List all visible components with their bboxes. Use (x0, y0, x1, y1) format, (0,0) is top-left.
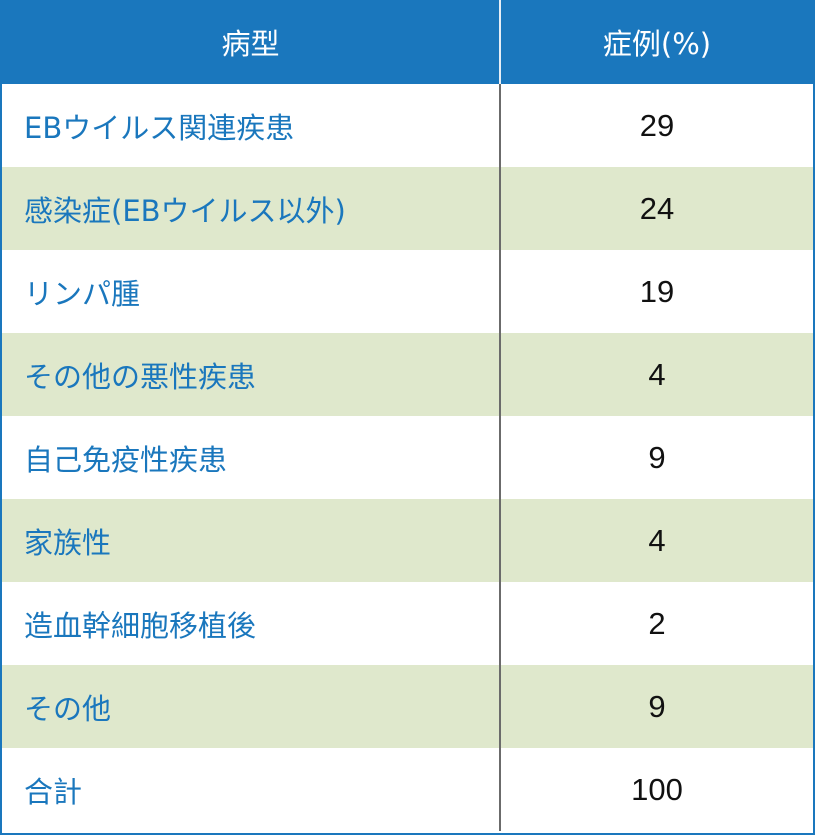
row-type: その他 (2, 665, 501, 748)
table-row-total: 合計 100 (2, 748, 813, 831)
table-row: その他の悪性疾患 4 (2, 333, 813, 416)
table-row: 自己免疫性疾患 9 (2, 416, 813, 499)
row-cases: 100 (631, 771, 683, 807)
row-type: 家族性 (2, 499, 501, 582)
header-type: 病型 (2, 0, 501, 84)
row-cases: 19 (639, 273, 675, 309)
table-row: リンパ腫 19 (2, 250, 813, 333)
row-type: 造血幹細胞移植後 (2, 582, 501, 665)
row-cases: 4 (648, 356, 666, 392)
table-row: 感染症(EBウイルス以外) 24 (2, 167, 813, 250)
row-cases: 9 (648, 439, 666, 475)
row-cases: 9 (648, 688, 666, 724)
row-type: EBウイルス関連疾患 (2, 84, 501, 167)
row-type: その他の悪性疾患 (2, 333, 501, 416)
row-type: 合計 (2, 748, 501, 831)
row-type: 感染症(EBウイルス以外) (2, 167, 501, 250)
row-cases: 4 (648, 522, 666, 558)
row-type: リンパ腫 (2, 250, 501, 333)
row-type: 自己免疫性疾患 (2, 416, 501, 499)
row-cases: 2 (648, 605, 666, 641)
row-cases: 24 (639, 190, 675, 226)
table-row: 家族性 4 (2, 499, 813, 582)
table-row: その他 9 (2, 665, 813, 748)
table-header: 病型 症例(%) (2, 0, 813, 84)
row-cases: 29 (639, 107, 675, 143)
table-row: EBウイルス関連疾患 29 (2, 84, 813, 167)
table-row: 造血幹細胞移植後 2 (2, 582, 813, 665)
header-cases: 症例(%) (602, 27, 712, 61)
